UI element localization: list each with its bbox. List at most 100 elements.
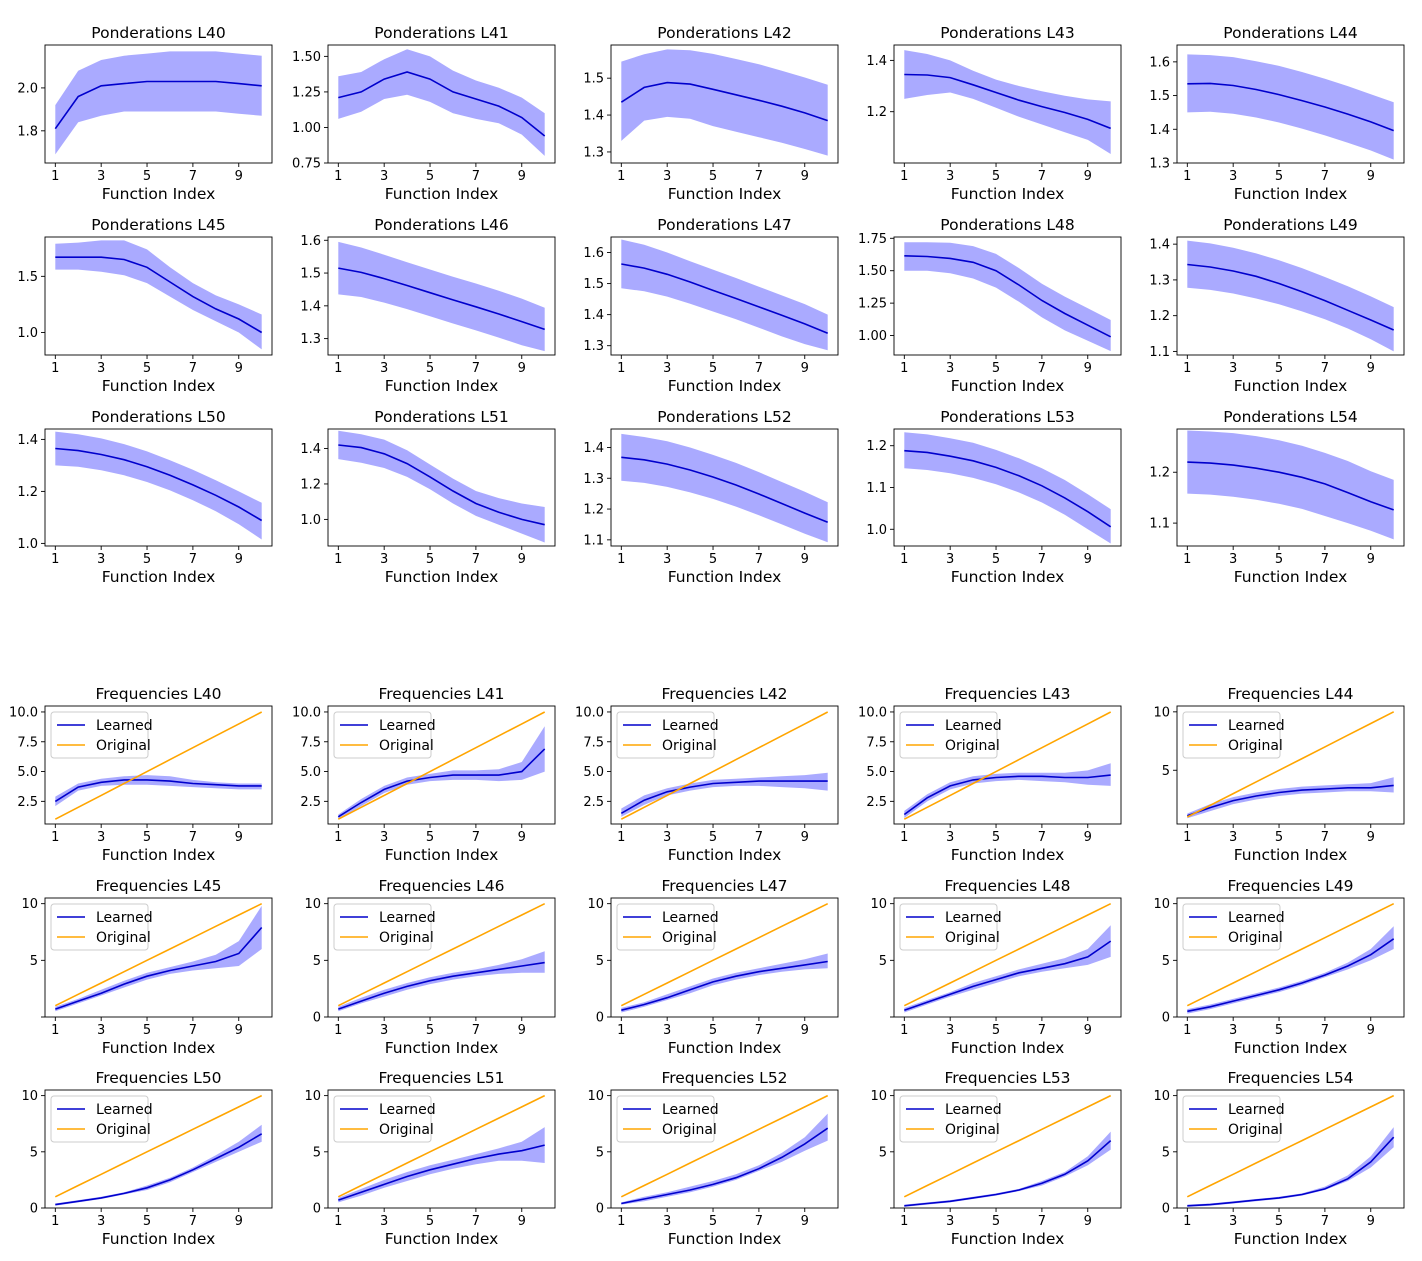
x-tick-label: 7 bbox=[189, 1023, 197, 1038]
x-axis-label: Function Index bbox=[1234, 377, 1348, 395]
y-tick-label: 1.0 bbox=[17, 537, 38, 552]
confidence-band bbox=[621, 1113, 828, 1205]
x-tick-label: 9 bbox=[235, 1214, 243, 1229]
learned-line bbox=[55, 1133, 263, 1206]
x-axis-label: Function Index bbox=[951, 1230, 1065, 1248]
y-tick-label: 1.5 bbox=[17, 270, 38, 285]
x-tick-label: 7 bbox=[472, 552, 480, 567]
x-tick-label: 5 bbox=[143, 169, 151, 184]
x-tick-label: 3 bbox=[946, 1214, 954, 1229]
legend-original-label: Original bbox=[379, 930, 434, 946]
x-tick-label: 9 bbox=[1367, 552, 1375, 567]
x-tick-label: 5 bbox=[426, 169, 434, 184]
legend-learned-label: Learned bbox=[1228, 718, 1285, 734]
x-tick-label: 5 bbox=[1275, 361, 1283, 376]
original-line bbox=[337, 711, 546, 820]
axes-frame bbox=[1176, 236, 1405, 356]
y-tick-label: 0 bbox=[1162, 1011, 1170, 1026]
x-tick-label: 3 bbox=[663, 830, 671, 845]
x-axis-label: Function Index bbox=[668, 1230, 782, 1248]
x-tick-label: 1 bbox=[900, 830, 908, 845]
subplot-title: Ponderations L41 bbox=[374, 24, 508, 42]
confidence-band bbox=[621, 772, 828, 817]
original-line bbox=[620, 902, 829, 1007]
x-axis-label: Function Index bbox=[951, 1039, 1065, 1057]
y-tick-label: 5 bbox=[30, 1145, 38, 1160]
x-tick-label: 3 bbox=[946, 552, 954, 567]
subplot-title: Frequencies L51 bbox=[378, 1069, 504, 1087]
y-tick-label: 1.3 bbox=[1149, 157, 1170, 172]
x-tick-label: 1 bbox=[617, 552, 625, 567]
learned-line bbox=[1187, 263, 1395, 331]
y-tick-label: 1.4 bbox=[17, 433, 38, 448]
legend: Learned Original bbox=[50, 711, 153, 759]
x-tick-label: 3 bbox=[663, 169, 671, 184]
x-tick-label: 7 bbox=[189, 552, 197, 567]
learned-line bbox=[338, 1144, 545, 1201]
y-tick-label: 1.1 bbox=[1149, 345, 1170, 360]
y-tick-label: 1.2 bbox=[300, 477, 321, 492]
x-tick-label: 7 bbox=[755, 1023, 763, 1038]
y-tick-label: 5.0 bbox=[583, 765, 604, 780]
axes-frame bbox=[44, 428, 273, 547]
x-axis-label: Function Index bbox=[951, 377, 1065, 395]
y-tick-label: 1.25 bbox=[858, 297, 887, 312]
legend-learned-label: Learned bbox=[945, 1102, 1002, 1118]
x-tick-label: 7 bbox=[472, 1214, 480, 1229]
learned-line bbox=[338, 267, 545, 331]
learned-line bbox=[1187, 784, 1394, 817]
confidence-band bbox=[904, 242, 1111, 352]
y-tick-label: 10.0 bbox=[9, 705, 38, 720]
x-tick-label: 7 bbox=[1038, 830, 1046, 845]
y-tick-label: 5.0 bbox=[300, 765, 321, 780]
legend-box bbox=[333, 1095, 432, 1143]
subplot-title: Ponderations L43 bbox=[940, 24, 1074, 42]
confidence-band bbox=[55, 431, 262, 540]
x-tick-label: 1 bbox=[1183, 361, 1191, 376]
learned-line bbox=[54, 80, 262, 130]
x-axis-label: Function Index bbox=[102, 1230, 216, 1248]
learned-line bbox=[620, 81, 828, 122]
y-tick-label: 1.3 bbox=[300, 332, 321, 347]
confidence-band bbox=[904, 925, 1111, 1013]
subplot: 1 3 5 7 9 1.3 1.4 1.5 1.6 Ponderations L44 Functio… bbox=[1149, 24, 1405, 203]
legend: Learned Original bbox=[616, 903, 719, 951]
x-tick-label: 3 bbox=[1229, 1023, 1237, 1038]
confidence-band bbox=[338, 726, 545, 820]
learned-line bbox=[337, 748, 546, 818]
original-line bbox=[337, 902, 546, 1007]
legend: Learned Original bbox=[1182, 711, 1285, 759]
x-tick-label: 9 bbox=[518, 830, 526, 845]
original-line bbox=[903, 711, 1112, 820]
x-tick-label: 9 bbox=[801, 830, 809, 845]
original-line bbox=[1186, 1094, 1395, 1198]
axes-frame bbox=[44, 1089, 273, 1209]
legend-learned-label: Learned bbox=[96, 1102, 153, 1118]
x-tick-label: 1 bbox=[334, 1023, 342, 1038]
legend-box bbox=[1182, 711, 1281, 759]
learned-line bbox=[1187, 938, 1395, 1013]
y-tick-label: 1.5 bbox=[583, 72, 604, 87]
legend: Learned Original bbox=[1182, 1095, 1285, 1143]
x-tick-label: 1 bbox=[900, 169, 908, 184]
x-tick-label: 1 bbox=[334, 169, 342, 184]
subplot: 1 3 5 7 9 2.5 5.0 7.5 10.0 Frequencies L41 Functio… bbox=[292, 685, 556, 864]
learned-line bbox=[904, 449, 1112, 528]
axes-frame bbox=[1176, 1089, 1405, 1209]
y-tick-label: 1.5 bbox=[583, 277, 604, 292]
legend-original-label: Original bbox=[662, 930, 717, 946]
original-line bbox=[54, 1094, 263, 1198]
y-tick-label: 1.6 bbox=[1149, 55, 1170, 70]
y-tick-label: 0 bbox=[313, 1011, 321, 1026]
x-tick-label: 3 bbox=[380, 1023, 388, 1038]
learned-line bbox=[338, 961, 545, 1010]
subplot: 1 3 5 7 9 5 10 Frequencies L53 Function Index Lea… bbox=[870, 1069, 1122, 1248]
subplot: 1 3 5 7 9 2.5 5.0 7.5 10.0 Frequencies L42 Functio… bbox=[575, 685, 839, 864]
learned-line bbox=[1187, 1136, 1395, 1207]
x-tick-label: 1 bbox=[51, 1023, 59, 1038]
x-tick-label: 7 bbox=[755, 1214, 763, 1229]
axes-frame bbox=[893, 897, 1122, 1018]
x-tick-label: 9 bbox=[1084, 169, 1092, 184]
y-tick-label: 5.0 bbox=[17, 765, 38, 780]
confidence-band bbox=[621, 433, 828, 543]
